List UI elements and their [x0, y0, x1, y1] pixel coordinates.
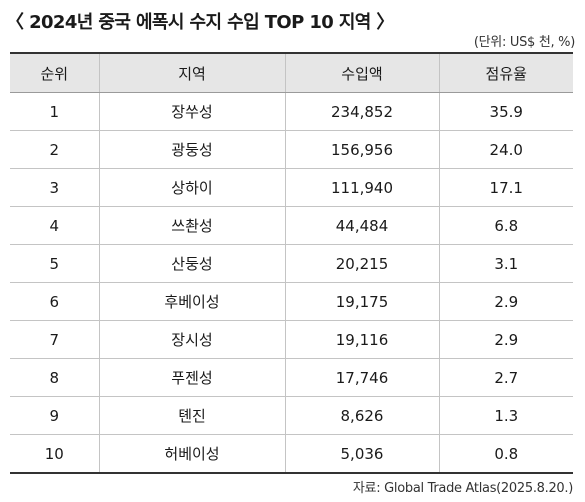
cell-share: 2.9 — [438, 282, 573, 321]
cell-share: 2.7 — [438, 358, 573, 397]
cell-share: 3.1 — [438, 244, 573, 283]
import-ranking-table: 순위 지역 수입액 점유율 1 장쑤성 234,852 35.9 2 광둥성 1… — [10, 52, 573, 474]
cell-region: 후베이성 — [98, 282, 285, 321]
cell-region: 장쑤성 — [98, 92, 285, 131]
cell-region: 쓰촨성 — [98, 206, 285, 245]
cell-rank: 1 — [10, 92, 99, 131]
cell-share: 1.3 — [438, 396, 573, 435]
cell-region: 산둥성 — [98, 244, 285, 283]
cell-share: 17.1 — [438, 168, 573, 207]
cell-import-value: 19,175 — [284, 282, 439, 321]
cell-import-value: 19,116 — [284, 320, 439, 359]
table-row: 7 장시성 19,116 2.9 — [10, 320, 573, 359]
table-row: 5 산둥성 20,215 3.1 — [10, 244, 573, 283]
cell-import-value: 156,956 — [284, 130, 439, 169]
cell-rank: 9 — [10, 396, 99, 435]
cell-share: 0.8 — [438, 434, 573, 473]
cell-rank: 3 — [10, 168, 99, 207]
table-row: 10 허베이성 5,036 0.8 — [10, 434, 573, 473]
cell-import-value: 8,626 — [284, 396, 439, 435]
cell-import-value: 111,940 — [284, 168, 439, 207]
table-row: 2 광둥성 156,956 24.0 — [10, 130, 573, 169]
table-row: 3 상하이 111,940 17.1 — [10, 168, 573, 207]
cell-share: 24.0 — [438, 130, 573, 169]
cell-rank: 6 — [10, 282, 99, 321]
cell-rank: 7 — [10, 320, 99, 359]
cell-region: 톈진 — [98, 396, 285, 435]
header-rank: 순위 — [10, 53, 99, 93]
cell-region: 광둥성 — [98, 130, 285, 169]
cell-region: 허베이성 — [98, 434, 285, 473]
cell-rank: 5 — [10, 244, 99, 283]
cell-import-value: 20,215 — [284, 244, 439, 283]
cell-rank: 4 — [10, 206, 99, 245]
unit-note: (단위: US$ 천, %) — [473, 35, 575, 50]
cell-share: 6.8 — [438, 206, 573, 245]
cell-rank: 8 — [10, 358, 99, 397]
source-note: 자료: Global Trade Atlas(2025.8.20.) — [352, 481, 573, 496]
cell-share: 35.9 — [438, 92, 573, 131]
header-share: 점유율 — [438, 53, 573, 93]
table-row: 4 쓰촨성 44,484 6.8 — [10, 206, 573, 245]
cell-import-value: 234,852 — [284, 92, 439, 131]
cell-rank: 10 — [44, 444, 64, 463]
table-row: 9 톈진 8,626 1.3 — [10, 396, 573, 435]
table-row: 1 장쑤성 234,852 35.9 — [10, 92, 573, 131]
cell-region: 장시성 — [98, 320, 285, 359]
cell-region: 푸젠성 — [98, 358, 285, 397]
cell-region: 상하이 — [98, 168, 285, 207]
table-header-row: 순위 지역 수입액 점유율 — [10, 53, 573, 93]
cell-rank: 2 — [10, 130, 99, 169]
cell-import-value: 17,746 — [284, 358, 439, 397]
cell-import-value: 5,036 — [284, 434, 439, 473]
cell-share: 2.9 — [438, 320, 573, 359]
table-title: 〈 2024년 중국 에폭시 수지 수입 TOP 10 지역 〉 — [6, 12, 394, 33]
header-import-value: 수입액 — [284, 53, 439, 93]
cell-import-value: 44,484 — [284, 206, 439, 245]
table-row: 6 후베이성 19,175 2.9 — [10, 282, 573, 321]
table-row: 8 푸젠성 17,746 2.7 — [10, 358, 573, 397]
header-region: 지역 — [98, 53, 285, 93]
